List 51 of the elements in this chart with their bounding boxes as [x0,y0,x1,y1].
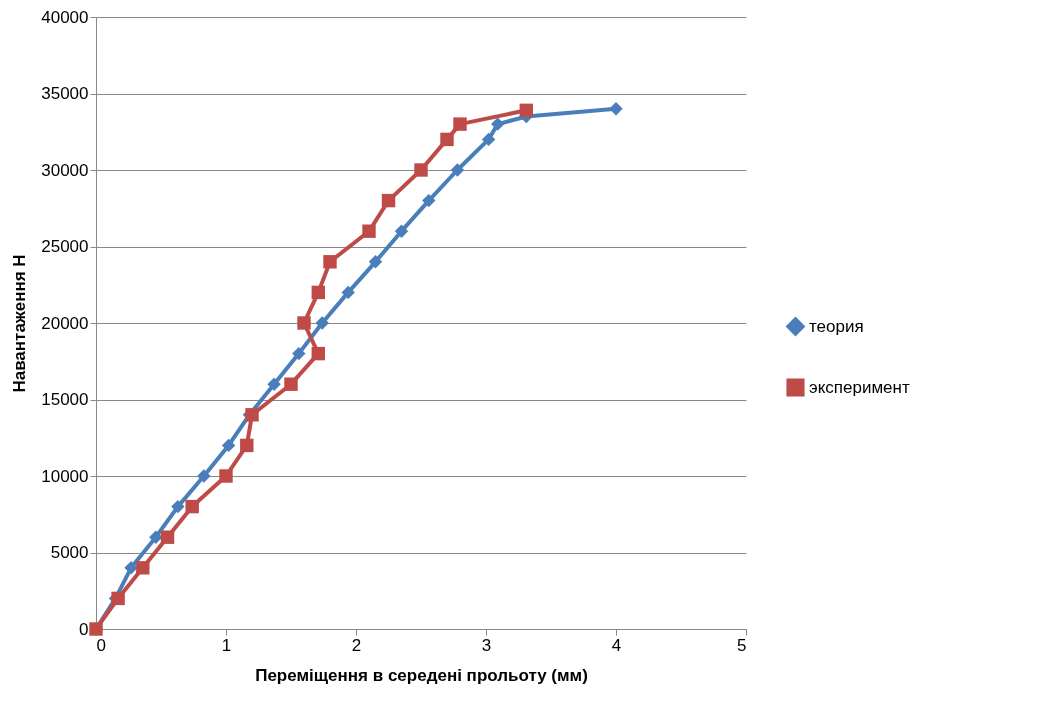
point [315,316,329,330]
point [394,224,409,238]
point [481,132,496,147]
point [160,530,175,544]
x-tick-label: 3 [481,635,492,655]
point [381,193,396,208]
point [292,346,306,361]
point [221,438,236,453]
x-tick-label: 2 [351,635,362,655]
legend-label: теория [809,316,864,336]
y-tick-label: 0 [79,619,89,639]
point [368,255,383,269]
point [185,499,199,514]
point [171,499,185,514]
point [219,469,233,483]
x-tick-label: 0 [96,635,106,655]
point [297,316,311,330]
y-tick-label: 15000 [41,390,89,409]
x-axis-title: Переміщення в середені прольоту (мм) [255,665,588,685]
x-tick-label: 4 [611,635,622,655]
y-tick-label: 35000 [41,84,89,103]
y-axis-title: Навантаження Н [10,254,30,393]
x-tick-label: 1 [221,635,232,655]
point [197,469,211,483]
point [267,377,281,391]
legend-label: эксперимент [809,377,910,397]
point [450,163,465,177]
point [490,117,505,131]
point [422,193,436,208]
point [362,224,376,238]
point [440,132,454,147]
point [609,102,623,116]
point [311,285,326,300]
point [124,561,138,575]
point [414,163,428,177]
point [323,255,337,269]
point [149,530,163,544]
y-tick-label: 20000 [41,313,89,333]
y-tick-label: 5000 [50,543,89,562]
point [453,117,467,131]
y-tick-label: 40000 [41,7,89,27]
y-tick-label: 30000 [41,160,89,180]
y-tick-label: 10000 [41,466,89,486]
point [341,285,355,300]
x-tick-label: 5 [737,635,747,655]
point [519,103,534,118]
point [284,377,298,391]
point [240,438,254,453]
point [311,346,326,361]
point [136,561,150,575]
y-tick-label: 25000 [41,237,89,256]
